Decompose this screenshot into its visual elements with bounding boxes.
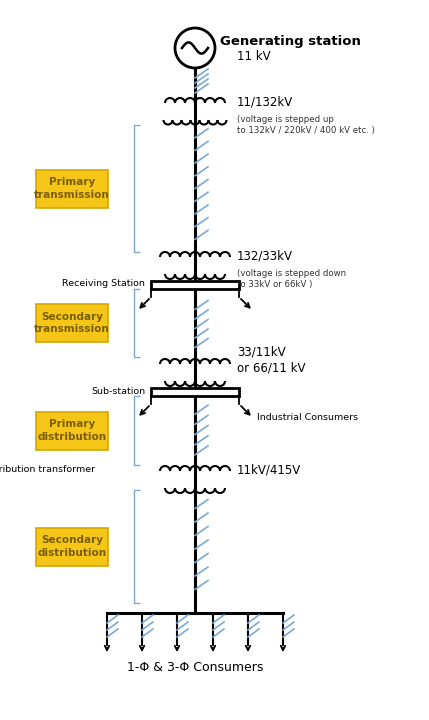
- Text: Primary
transmission: Primary transmission: [34, 177, 110, 199]
- Text: Receiving Station: Receiving Station: [62, 279, 145, 289]
- Text: Generating station: Generating station: [220, 35, 361, 48]
- Bar: [151, 281, 239, 289]
- Text: Distribution transformer: Distribution transformer: [0, 466, 95, 474]
- Text: (voltage is stepped down
to 33kV or 66kV ): (voltage is stepped down to 33kV or 66kV…: [237, 269, 346, 289]
- Text: (voltage is stepped up
to 132kV / 220kV / 400 kV etc. ): (voltage is stepped up to 132kV / 220kV …: [237, 115, 375, 135]
- Text: 11/132kV: 11/132kV: [237, 96, 293, 109]
- Text: 1-Φ & 3-Φ Consumers: 1-Φ & 3-Φ Consumers: [127, 661, 263, 674]
- Bar: [36, 412, 108, 449]
- Text: 33/11kV
or 66/11 kV: 33/11kV or 66/11 kV: [237, 346, 305, 374]
- Bar: [36, 304, 108, 342]
- Text: Sub-station: Sub-station: [91, 387, 145, 395]
- Text: Industrial Consumers: Industrial Consumers: [257, 413, 358, 423]
- Text: Secondary
distribution: Secondary distribution: [37, 535, 106, 558]
- Text: 132/33kV: 132/33kV: [237, 250, 293, 263]
- Text: Primary
distribution: Primary distribution: [37, 419, 106, 441]
- Text: 11kV/415V: 11kV/415V: [237, 464, 301, 477]
- Bar: [36, 528, 108, 565]
- Text: 11 kV: 11 kV: [237, 50, 271, 63]
- Text: Secondary
transmission: Secondary transmission: [34, 312, 110, 334]
- Bar: [151, 388, 239, 396]
- Bar: [36, 169, 108, 207]
